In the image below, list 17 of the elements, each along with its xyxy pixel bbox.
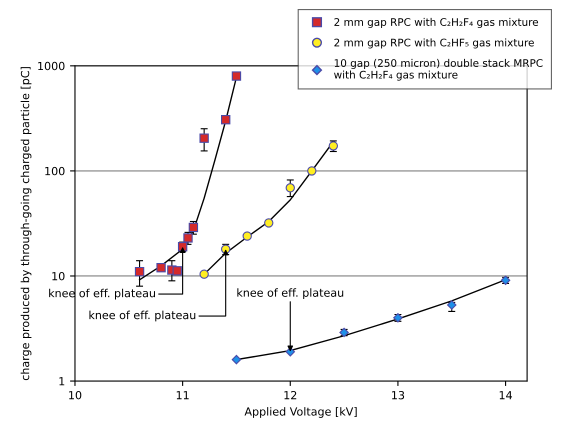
- legend-label: 2 mm gap RPC with C₂H₂F₄ gas mixture: [334, 18, 538, 28]
- y-tick-label: 1000: [38, 62, 65, 70]
- x-tick-label: 11: [176, 391, 189, 400]
- y-tick-label: 100: [45, 166, 65, 176]
- annotation: knee of eff. plateau: [237, 288, 344, 299]
- annotation: knee of eff. plateau: [49, 288, 155, 300]
- x-tick-label: 14: [500, 391, 512, 400]
- x-tick-label: 12: [284, 390, 296, 400]
- y-tick-label: 10: [52, 272, 65, 280]
- y-axis-title: charge produced by through-going charged particle [pC]: [20, 67, 32, 380]
- legend-label: 10 gap (250 micron) double stack MRPC with C₂H₂F₄ gas mixture: [334, 58, 543, 81]
- y-tick-label: 1: [59, 377, 64, 386]
- legend-label: 2 mm gap RPC with C₂HF₅ gas mixture: [334, 38, 534, 48]
- x-axis-title: Applied Voltage [kV]: [244, 407, 357, 418]
- annotation: knee of eff. plateau: [89, 310, 196, 322]
- x-tick-label: 13: [392, 390, 404, 400]
- x-tick-label: 10: [69, 390, 82, 400]
